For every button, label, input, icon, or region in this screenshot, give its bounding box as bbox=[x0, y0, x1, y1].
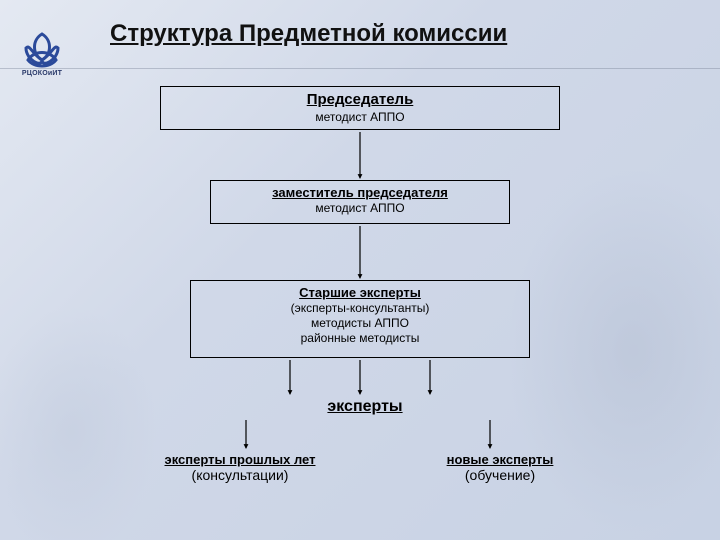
node-new-experts-sub: (обучение) bbox=[400, 467, 600, 483]
node-new-experts: новые эксперты (обучение) bbox=[400, 452, 600, 483]
node-past-experts: эксперты прошлых лет (консультации) bbox=[130, 452, 350, 483]
node-deputy: заместитель председателя методист АППО bbox=[210, 180, 510, 224]
node-deputy-title: заместитель председателя bbox=[217, 185, 503, 201]
node-senior-experts-line2: методисты АППО bbox=[197, 316, 523, 331]
triquetra-icon bbox=[20, 30, 64, 70]
page-title: Структура Предметной комиссии bbox=[110, 20, 507, 48]
logo-label: РЦОКОиИТ bbox=[14, 70, 70, 77]
node-experts-text: эксперты bbox=[327, 398, 402, 415]
logo: РЦОКОиИТ bbox=[14, 30, 70, 77]
background-wash bbox=[0, 0, 720, 540]
divider-line bbox=[0, 68, 720, 69]
node-senior-experts-title: Старшие эксперты bbox=[197, 285, 523, 301]
node-chairman: Председатель методист АППО bbox=[160, 86, 560, 130]
arrows-layer bbox=[0, 0, 720, 540]
node-senior-experts: Старшие эксперты (эксперты-консультанты)… bbox=[190, 280, 530, 358]
node-past-experts-sub: (консультации) bbox=[130, 467, 350, 483]
node-senior-experts-line3: районные методисты bbox=[197, 331, 523, 346]
node-past-experts-title: эксперты прошлых лет bbox=[130, 452, 350, 467]
node-senior-experts-line1: (эксперты-консультанты) bbox=[197, 301, 523, 316]
node-chairman-sub: методист АППО bbox=[167, 110, 553, 125]
node-chairman-title: Председатель bbox=[167, 91, 553, 110]
node-deputy-sub: методист АППО bbox=[217, 201, 503, 216]
node-experts: эксперты bbox=[305, 398, 425, 416]
node-new-experts-title: новые эксперты bbox=[400, 452, 600, 467]
